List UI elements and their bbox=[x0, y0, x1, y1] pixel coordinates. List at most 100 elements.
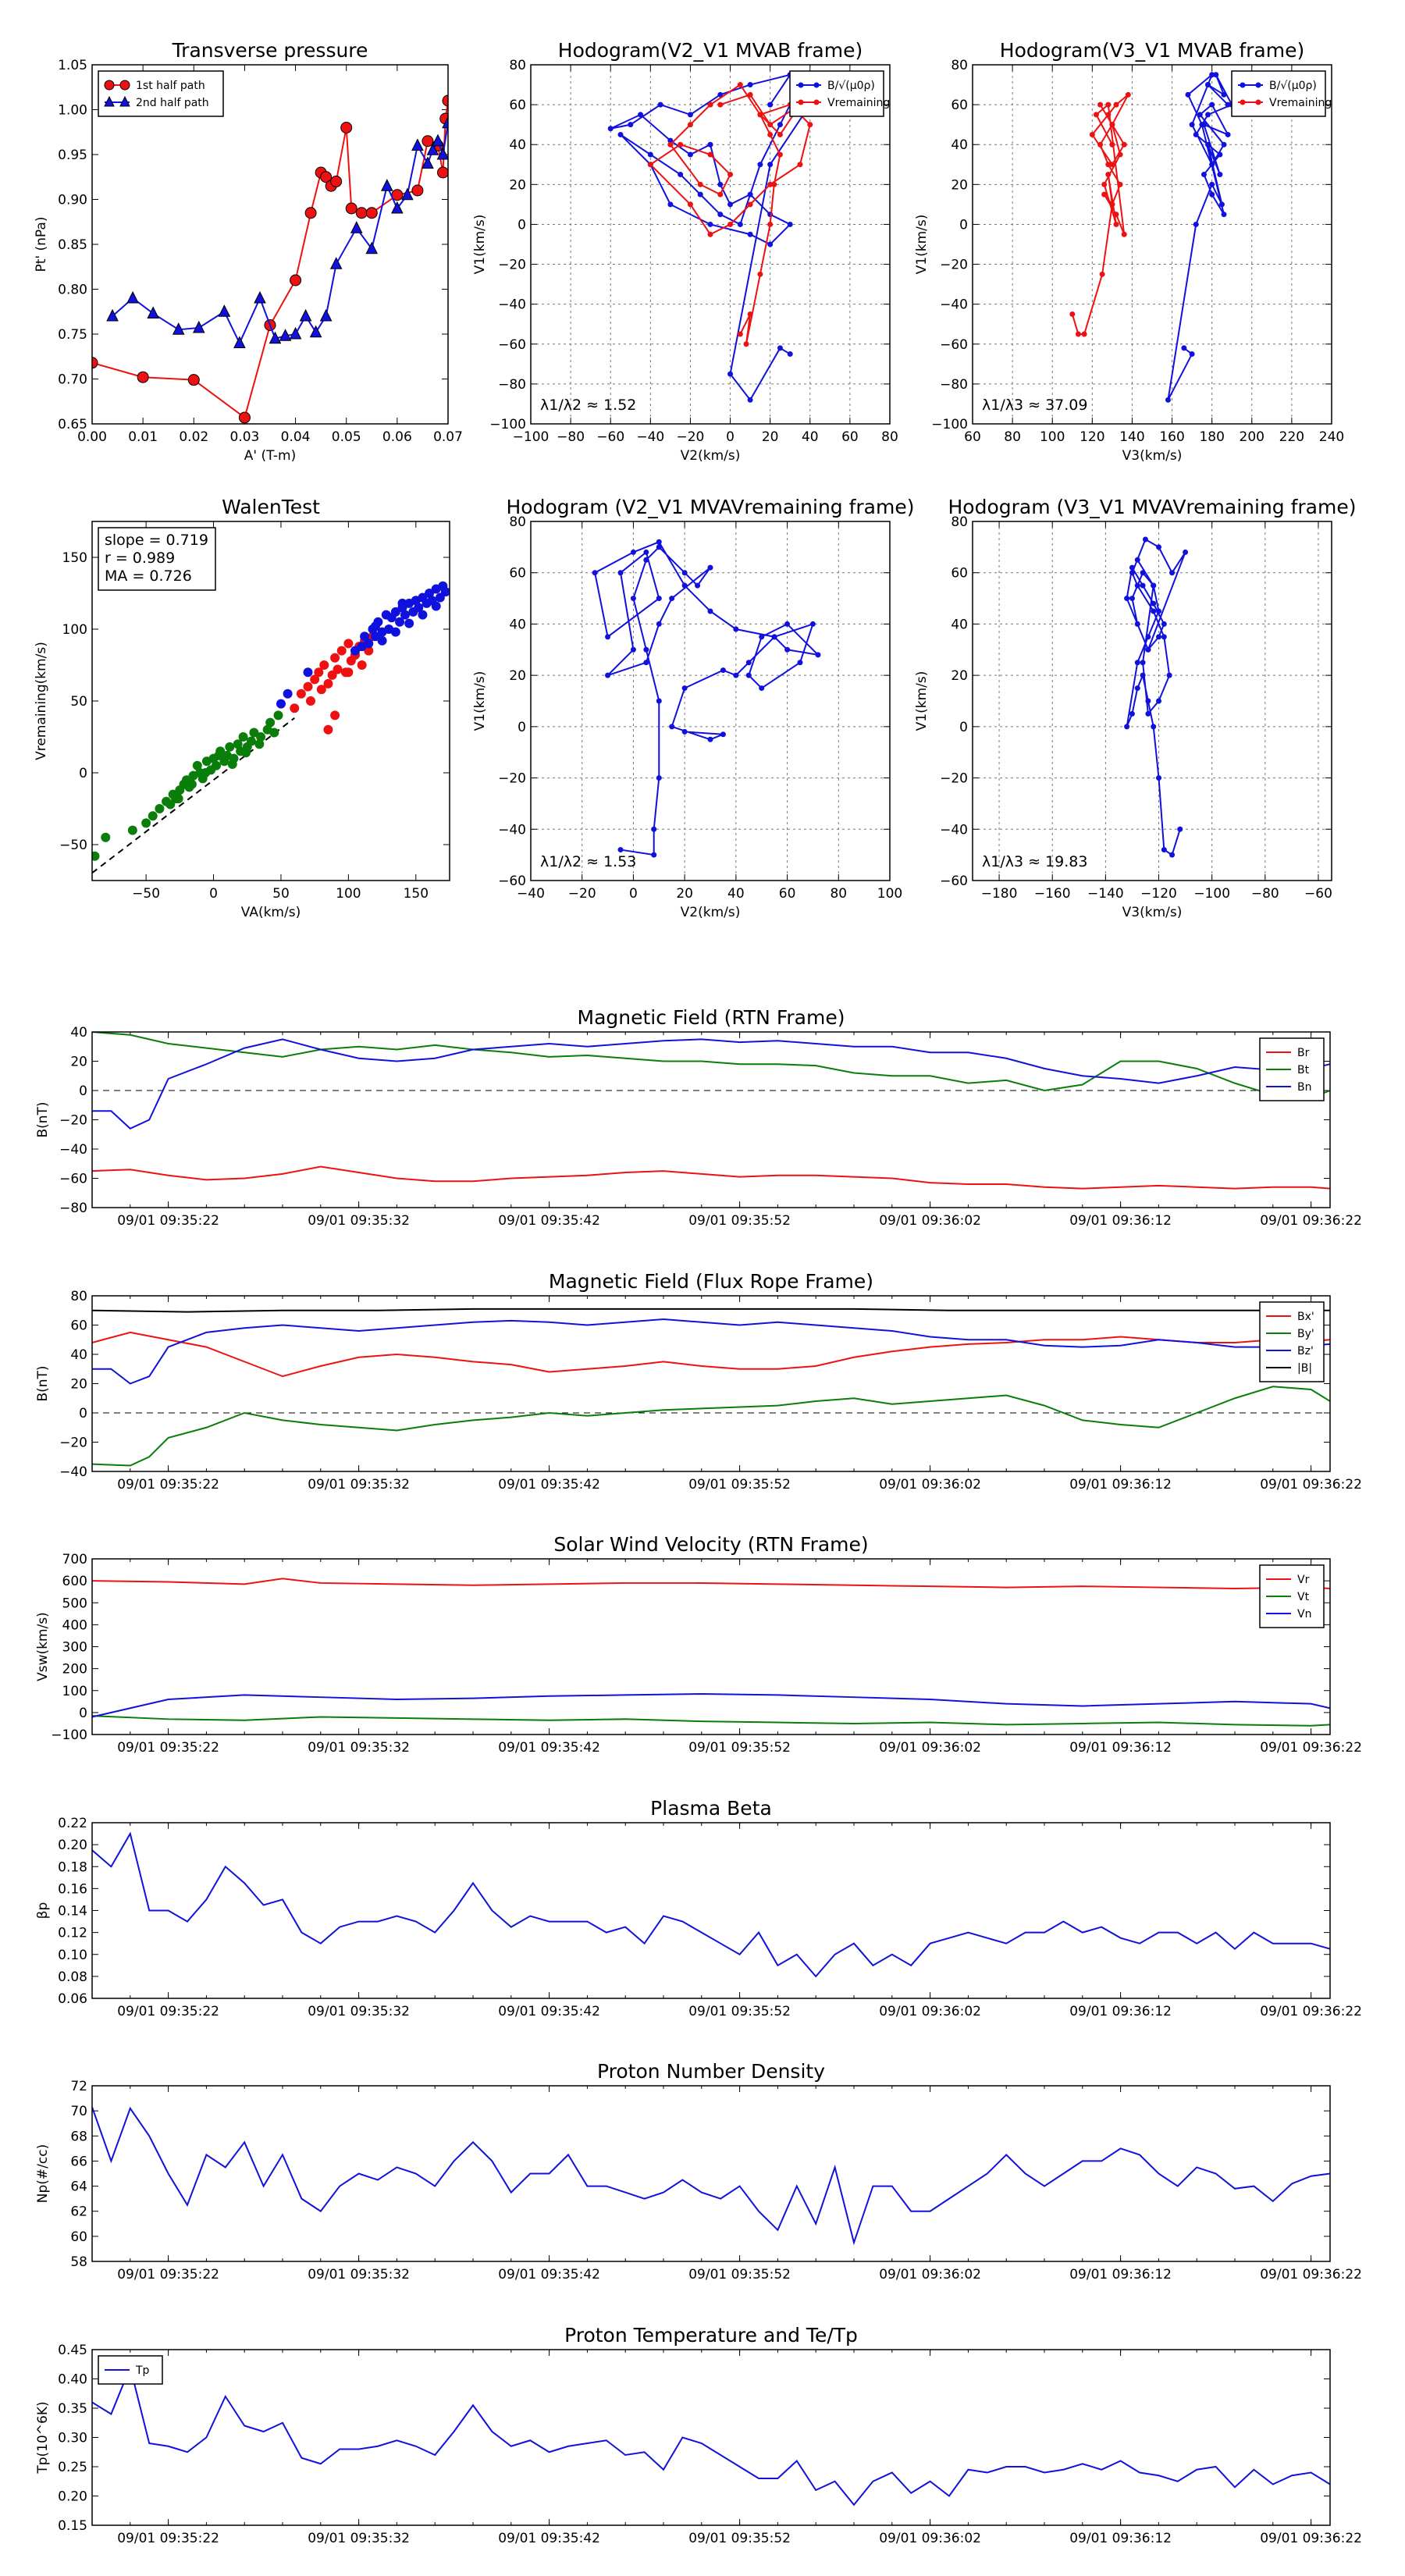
data-point bbox=[92, 851, 100, 861]
series-0 bbox=[592, 539, 821, 858]
data-point bbox=[1177, 826, 1183, 832]
data-point bbox=[304, 207, 317, 219]
xtick-label: 0.00 bbox=[77, 429, 107, 445]
data-point bbox=[299, 308, 312, 322]
xtick-label: 09/01 09:35:52 bbox=[688, 2004, 791, 2019]
ytick-label: 0 bbox=[79, 1083, 87, 1099]
xtick-label: −50 bbox=[132, 886, 160, 902]
xtick-label: 09/01 09:36:22 bbox=[1260, 1740, 1362, 1756]
data-point bbox=[238, 411, 251, 424]
data-point bbox=[759, 634, 765, 640]
xtick-label: −80 bbox=[1251, 886, 1279, 902]
data-point bbox=[651, 826, 657, 832]
data-point bbox=[365, 241, 379, 254]
xtick-label: 0 bbox=[726, 429, 735, 445]
xtick-label: 100 bbox=[336, 886, 361, 902]
series-line bbox=[92, 2364, 1330, 2507]
legend-label: |B| bbox=[1297, 1362, 1312, 1375]
ytick-label: 40 bbox=[70, 1025, 87, 1041]
data-point bbox=[743, 341, 749, 347]
data-point bbox=[355, 207, 368, 219]
data-point bbox=[350, 221, 363, 233]
legend-label: Br bbox=[1297, 1047, 1310, 1059]
data-point bbox=[357, 660, 367, 670]
data-point bbox=[1189, 122, 1195, 128]
y-axis-label: V1(km/s) bbox=[914, 671, 930, 731]
data-point bbox=[320, 171, 333, 183]
x-axis-label: V3(km/s) bbox=[1122, 905, 1183, 920]
data-point bbox=[296, 688, 306, 699]
ytick-label: 60 bbox=[509, 566, 526, 582]
chart-title: Hodogram (V3_V1 MVAVremaining frame) bbox=[948, 496, 1357, 518]
xtick-label: 09/01 09:36:12 bbox=[1069, 1477, 1172, 1493]
data-point bbox=[678, 172, 684, 178]
chart-bfield_fr: 80 60 40 20 0 −20 −40 09/01 09:35:22 09/01 09:35… bbox=[35, 1270, 1362, 1493]
series-line bbox=[594, 541, 820, 856]
legend-marker bbox=[1240, 99, 1246, 105]
ytick-label: 20 bbox=[509, 668, 526, 684]
chart-title: WalenTest bbox=[222, 496, 320, 518]
ytick-label: −40 bbox=[498, 297, 526, 313]
ytick-label: 0.18 bbox=[58, 1859, 87, 1875]
chart-hodo4: −60 −40 −20 0 20 40 60 80 −180 −160 −140 −120 −100 −8… bbox=[914, 496, 1357, 920]
data-point bbox=[165, 799, 176, 809]
data-point bbox=[747, 82, 753, 88]
xtick-label: 09/01 09:35:42 bbox=[498, 1477, 600, 1493]
series-line bbox=[92, 1692, 1330, 1718]
data-point bbox=[1105, 101, 1112, 108]
data-point bbox=[787, 221, 793, 227]
xtick-label: 60 bbox=[841, 429, 859, 445]
data-point bbox=[1183, 549, 1189, 555]
xtick-label: 09/01 09:36:22 bbox=[1260, 2267, 1362, 2282]
chart-title: Hodogram (V2_V1 MVAVremaining frame) bbox=[507, 496, 915, 518]
ytick-label: −60 bbox=[59, 1172, 87, 1187]
plot-frame bbox=[91, 521, 450, 881]
data-point bbox=[330, 653, 340, 663]
data-point bbox=[1134, 685, 1140, 692]
xtick-label: 09/01 09:35:22 bbox=[117, 1213, 219, 1229]
data-point bbox=[418, 610, 428, 620]
series-line bbox=[112, 123, 448, 345]
ytick-label: −100 bbox=[489, 417, 526, 432]
plot-frame bbox=[91, 64, 449, 425]
data-point bbox=[717, 212, 724, 218]
ytick-label: −100 bbox=[931, 417, 968, 432]
legend-marker bbox=[798, 82, 804, 88]
xtick-label: −120 bbox=[1140, 886, 1177, 902]
data-point bbox=[1089, 131, 1095, 137]
series-line bbox=[92, 1032, 1330, 1099]
data-point bbox=[390, 607, 400, 617]
legend-label: 1st half path bbox=[136, 80, 205, 92]
xtick-label: 09/01 09:35:52 bbox=[688, 1477, 791, 1493]
data-point bbox=[607, 126, 614, 132]
xtick-label: 09/01 09:36:02 bbox=[879, 1740, 981, 1756]
data-point bbox=[1185, 91, 1191, 98]
data-point bbox=[276, 699, 286, 709]
data-point bbox=[391, 201, 404, 214]
xtick-label: 20 bbox=[676, 886, 693, 902]
legend-box bbox=[1231, 70, 1326, 117]
data-point bbox=[687, 151, 693, 158]
data-point bbox=[436, 166, 448, 179]
xtick-label: 09/01 09:35:22 bbox=[117, 2267, 219, 2282]
x-axis-label: V3(km/s) bbox=[1122, 448, 1183, 464]
ytick-label: 0 bbox=[959, 217, 968, 233]
data-point bbox=[1165, 397, 1171, 403]
y-axis-label: Np(#/cc) bbox=[35, 2144, 51, 2203]
xtick-label: −180 bbox=[981, 886, 1018, 902]
series-2nd half path bbox=[106, 116, 448, 348]
data-point bbox=[1205, 82, 1211, 88]
data-point bbox=[727, 221, 734, 227]
ytick-label: 0.20 bbox=[58, 2489, 87, 2505]
series-line bbox=[92, 1308, 1330, 1313]
xtick-label: 100 bbox=[1040, 429, 1065, 445]
data-point bbox=[269, 331, 282, 344]
xtick-label: 09/01 09:36:22 bbox=[1260, 2004, 1362, 2019]
data-point bbox=[1221, 91, 1227, 98]
series-|B| bbox=[92, 1308, 1330, 1313]
chart-title: Magnetic Field (RTN Frame) bbox=[578, 1006, 845, 1029]
data-point bbox=[1145, 646, 1151, 653]
data-point bbox=[1209, 101, 1215, 108]
data-point bbox=[269, 728, 279, 738]
ytick-label: 0.10 bbox=[58, 1948, 87, 1963]
